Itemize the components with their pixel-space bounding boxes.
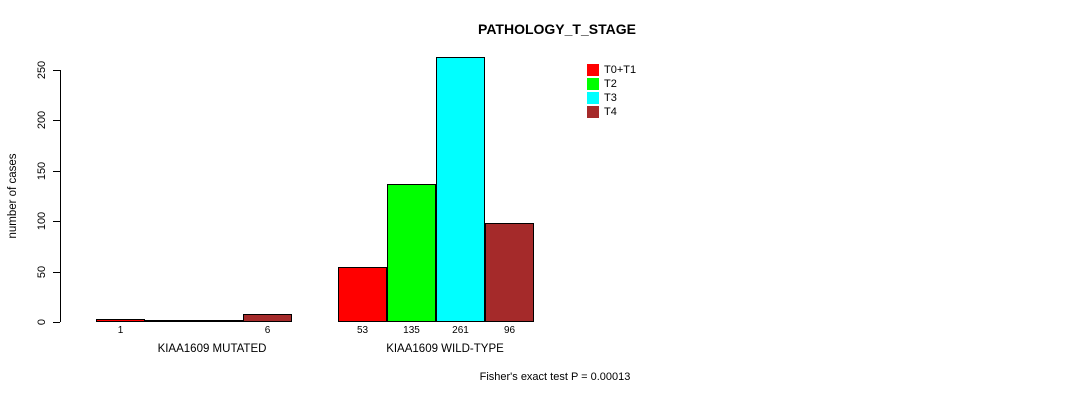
- bar-t4-group2: [485, 223, 534, 322]
- bar-value-label: 135: [403, 325, 420, 336]
- bar-t2-group1: [145, 320, 194, 322]
- legend-swatch-icon: [587, 92, 599, 104]
- bar-value-label: 1: [117, 325, 124, 336]
- bar-t4-group1: [243, 314, 292, 322]
- y-axis-line: [60, 70, 61, 322]
- group-label-1: KIAA1609 MUTATED: [157, 343, 267, 355]
- legend-label: T3: [604, 92, 617, 104]
- y-tick-label: 150: [36, 161, 48, 181]
- y-tick: [53, 171, 60, 172]
- legend-swatch-icon: [587, 106, 599, 118]
- legend-label: T2: [604, 78, 617, 90]
- chart-title: PATHOLOGY_T_STAGE: [478, 21, 636, 37]
- legend-item: T2: [587, 77, 636, 91]
- y-tick: [53, 221, 60, 222]
- legend-item: T3: [587, 91, 636, 105]
- legend-item: T0+T1: [587, 63, 636, 77]
- y-tick: [53, 272, 60, 273]
- bar-t3-group2: [436, 57, 485, 322]
- bar-value-label: 96: [503, 325, 516, 336]
- legend-label: T0+T1: [604, 64, 637, 76]
- bar-value-label: 261: [452, 325, 469, 336]
- y-tick-label: 200: [36, 110, 48, 130]
- y-tick-label: 250: [36, 60, 48, 80]
- footnote-text: Fisher's exact test P = 0.00013: [479, 371, 631, 383]
- y-tick-label: 100: [36, 211, 48, 231]
- y-tick: [53, 322, 60, 323]
- legend-swatch-icon: [587, 78, 599, 90]
- bar-t0-t1-group1: [96, 319, 145, 322]
- bar-t0-t1-group2: [338, 267, 387, 322]
- legend-item: T4: [587, 105, 636, 119]
- legend-swatch-icon: [587, 64, 599, 76]
- legend-label: T4: [604, 106, 617, 118]
- bar-value-label: 53: [356, 325, 369, 336]
- bar-value-label: 6: [264, 325, 271, 336]
- bar-t3-group1: [194, 320, 243, 322]
- y-tick: [53, 70, 60, 71]
- y-tick: [53, 120, 60, 121]
- bar-t2-group2: [387, 184, 436, 322]
- y-tick-label: 0: [36, 318, 48, 326]
- y-axis-label: number of cases: [7, 153, 19, 239]
- y-tick-label: 50: [36, 265, 48, 279]
- legend: T0+T1 T2 T3 T4: [587, 63, 636, 119]
- group-label-2: KIAA1609 WILD-TYPE: [386, 343, 504, 355]
